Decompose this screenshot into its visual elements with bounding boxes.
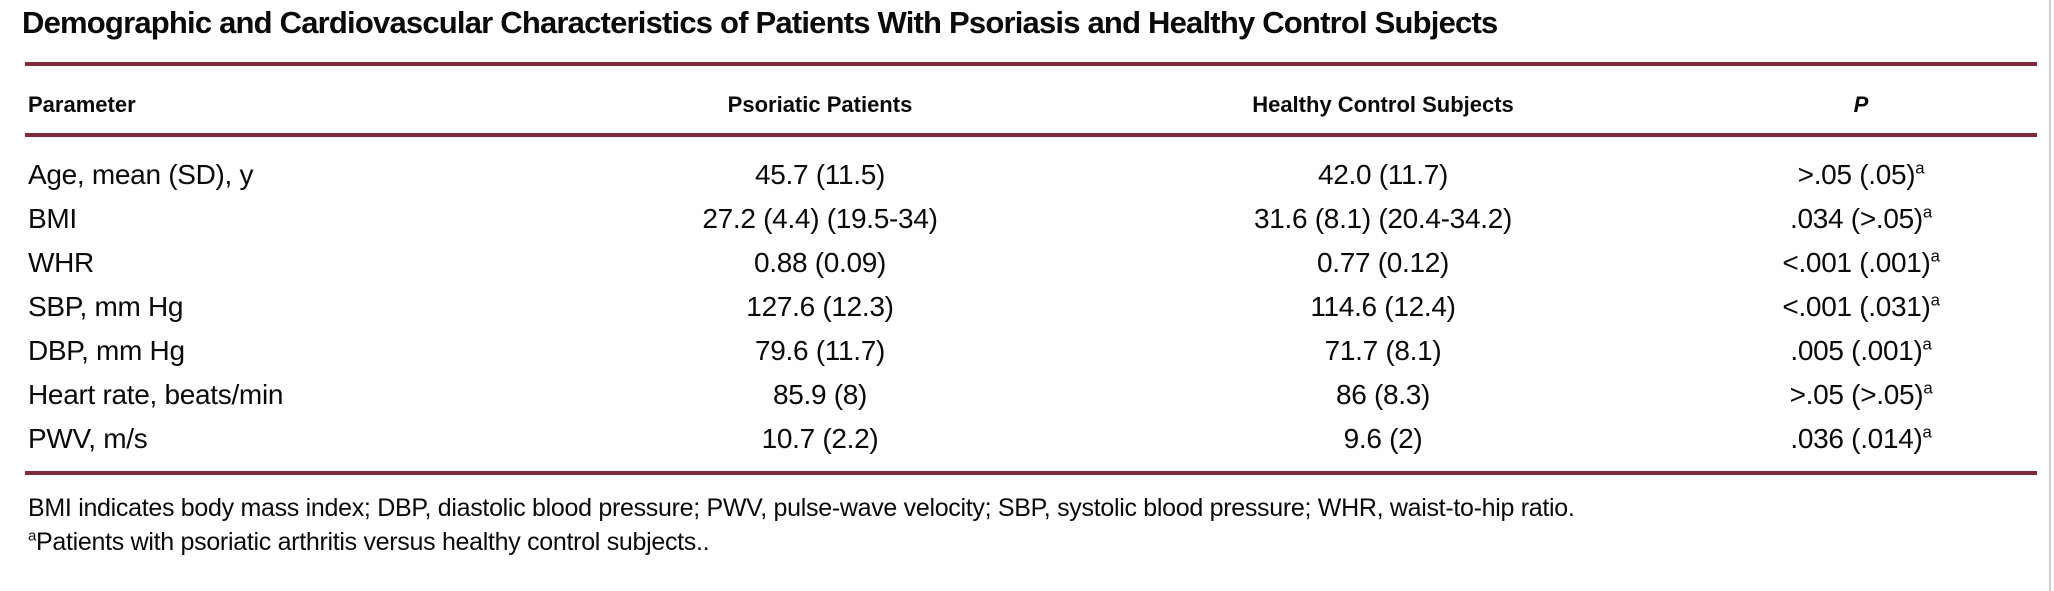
cell-psoriatic: 10.7 (2.2) [761, 423, 879, 454]
cell-p-value: .036 (.014)a [1686, 417, 2036, 461]
cell-parameter: DBP, mm Hg [28, 335, 185, 366]
title-rule [25, 62, 2037, 66]
cell-p-value: <.001 (.001)a [1686, 241, 2036, 285]
footnote-marker: a [1922, 422, 1932, 442]
p-value-text: .005 (.001) [1790, 335, 1923, 366]
cell-control: 86 (8.3) [1335, 379, 1431, 410]
table-row-age: Age, mean (SD), y 45.7 (11.5) 42.0 (11.7… [0, 153, 2054, 197]
table-row-bmi: BMI 27.2 (4.4) (19.5-34) 31.6 (8.1) (20.… [0, 197, 2054, 241]
table-row-sbp: SBP, mm Hg 127.6 (12.3) 114.6 (12.4) <.0… [0, 285, 2054, 329]
significance-note-text: Patients with psoriatic arthritis versus… [36, 528, 710, 556]
cell-parameter: SBP, mm Hg [28, 291, 184, 322]
cell-p-value: .005 (.001)a [1686, 329, 2036, 373]
footnote-marker: a [1915, 158, 1925, 178]
cell-parameter: WHR [28, 247, 94, 278]
cell-p-value: .034 (>.05)a [1686, 197, 2036, 241]
p-value-text: <.001 (.001) [1782, 247, 1931, 278]
p-value-text: >.05 (>.05) [1789, 379, 1924, 410]
table-title: Demographic and Cardiovascular Character… [22, 5, 1498, 40]
bottom-rule [25, 471, 2037, 475]
cell-parameter: BMI [28, 203, 77, 234]
footnote-marker: a [1930, 246, 1940, 266]
cell-p-value: >.05 (>.05)a [1686, 373, 2036, 417]
table-header-row: Parameter Psoriatic Patients Healthy Con… [0, 80, 2054, 130]
p-value-text: >.05 (.05) [1797, 159, 1916, 190]
cell-control: 31.6 (8.1) (20.4-34.2) [1254, 203, 1512, 234]
cell-psoriatic: 85.9 (8) [772, 379, 868, 410]
footnote-marker: a [1922, 334, 1932, 354]
p-value-text: <.001 (.031) [1782, 291, 1931, 322]
cell-p-value: >.05 (.05)a [1686, 153, 2036, 197]
column-header-p-value: P [1853, 92, 1869, 117]
table-row-whr: WHR 0.88 (0.09) 0.77 (0.12) <.001 (.001)… [0, 241, 2054, 285]
table-row-heart-rate: Heart rate, beats/min 85.9 (8) 86 (8.3) … [0, 373, 2054, 417]
column-header-psoriatic-patients: Psoriatic Patients [727, 92, 913, 117]
column-header-parameter: Parameter [28, 92, 136, 117]
cell-parameter: Age, mean (SD), y [28, 159, 254, 190]
column-header-healthy-control-subjects: Healthy Control Subjects [1252, 92, 1514, 117]
significance-note: aPatients with psoriatic arthritis versu… [28, 525, 1575, 559]
table-row-dbp: DBP, mm Hg 79.6 (11.7) 71.7 (8.1) .005 (… [0, 329, 2054, 373]
table-row-pwv: PWV, m/s 10.7 (2.2) 9.6 (2) .036 (.014)a [0, 417, 2054, 461]
p-value-text: .036 (.014) [1790, 423, 1923, 454]
cell-p-value: <.001 (.031)a [1686, 285, 2036, 329]
cell-control: 42.0 (11.7) [1317, 159, 1449, 190]
cell-control: 9.6 (2) [1343, 423, 1423, 454]
header-rule [25, 133, 2037, 137]
footnote-a-marker: a [28, 527, 37, 545]
footnote-marker: a [1930, 290, 1940, 310]
footnote-marker: a [1923, 378, 1933, 398]
cell-control: 71.7 (8.1) [1324, 335, 1442, 366]
scan-edge-line [2049, 0, 2051, 591]
cell-parameter: PWV, m/s [28, 423, 148, 454]
cell-control: 114.6 (12.4) [1310, 291, 1456, 322]
cell-psoriatic: 127.6 (12.3) [746, 291, 894, 322]
cell-control: 0.77 (0.12) [1316, 247, 1450, 278]
cell-psoriatic: 0.88 (0.09) [753, 247, 887, 278]
footnote-marker: a [1922, 202, 1932, 222]
table-body: Age, mean (SD), y 45.7 (11.5) 42.0 (11.7… [0, 153, 2054, 461]
cell-psoriatic: 79.6 (11.7) [754, 335, 886, 366]
cell-psoriatic: 45.7 (11.5) [754, 159, 886, 190]
table-footnotes: BMI indicates body mass index; DBP, dias… [28, 491, 1575, 559]
abbreviations-note: BMI indicates body mass index; DBP, dias… [28, 494, 1575, 522]
p-value-text: .034 (>.05) [1790, 203, 1923, 234]
cell-parameter: Heart rate, beats/min [28, 379, 284, 410]
cell-psoriatic: 27.2 (4.4) (19.5-34) [702, 203, 938, 234]
